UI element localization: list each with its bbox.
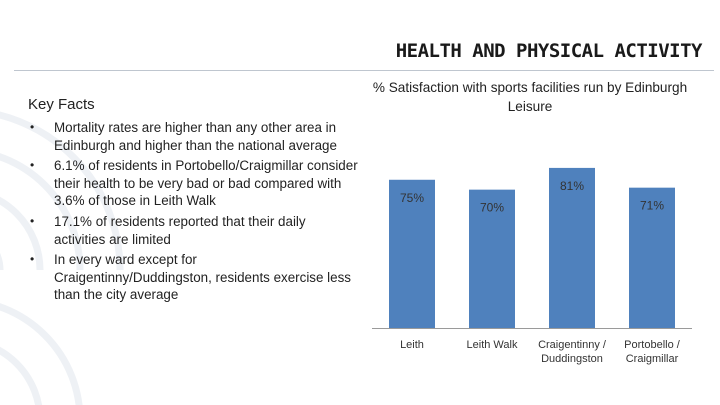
title-divider (14, 70, 714, 71)
data-label: 71% (640, 199, 664, 213)
key-fact-item: • 17.1% of residents reported that their … (30, 213, 306, 247)
bar-2 (469, 189, 515, 328)
data-label: 75% (400, 191, 424, 205)
chart-title: % Satisfaction with sports facilities ru… (372, 80, 688, 114)
bullet-icon: • (30, 120, 35, 134)
data-label: 81% (560, 179, 584, 193)
category-label: Craigentinny / Duddingston (538, 339, 607, 365)
category-label: Leith Walk (467, 339, 518, 351)
key-fact-item: • In every ward except for Craigentinny/D… (30, 252, 351, 303)
bullet-icon: • (30, 213, 35, 228)
key-facts-heading: Key Facts (28, 96, 95, 113)
bar-4 (629, 187, 675, 328)
category-label: Leith (400, 339, 424, 351)
watermark-graphic (0, 111, 124, 405)
data-label: 70% (480, 201, 504, 215)
bar-3 (549, 167, 595, 328)
bullet-icon: • (30, 158, 35, 173)
bullet-icon: • (30, 252, 35, 267)
key-facts-list: • Mortality rates are higher than any oth… (28, 119, 358, 307)
key-fact-item: • 6.1% of residents in Portobello/Craigmi… (30, 158, 358, 209)
category-label: Portobello / Craigmillar (624, 339, 681, 365)
bar-chart: 75% Leith 70% Leith Walk 81% Craigentinny / Du… (372, 167, 692, 365)
key-fact-item: • Mortality rates are higher than any oth… (30, 120, 337, 153)
bar-1 (389, 179, 435, 328)
slide-title: HEALTH AND PHYSICAL ACTIVITY (395, 40, 703, 62)
